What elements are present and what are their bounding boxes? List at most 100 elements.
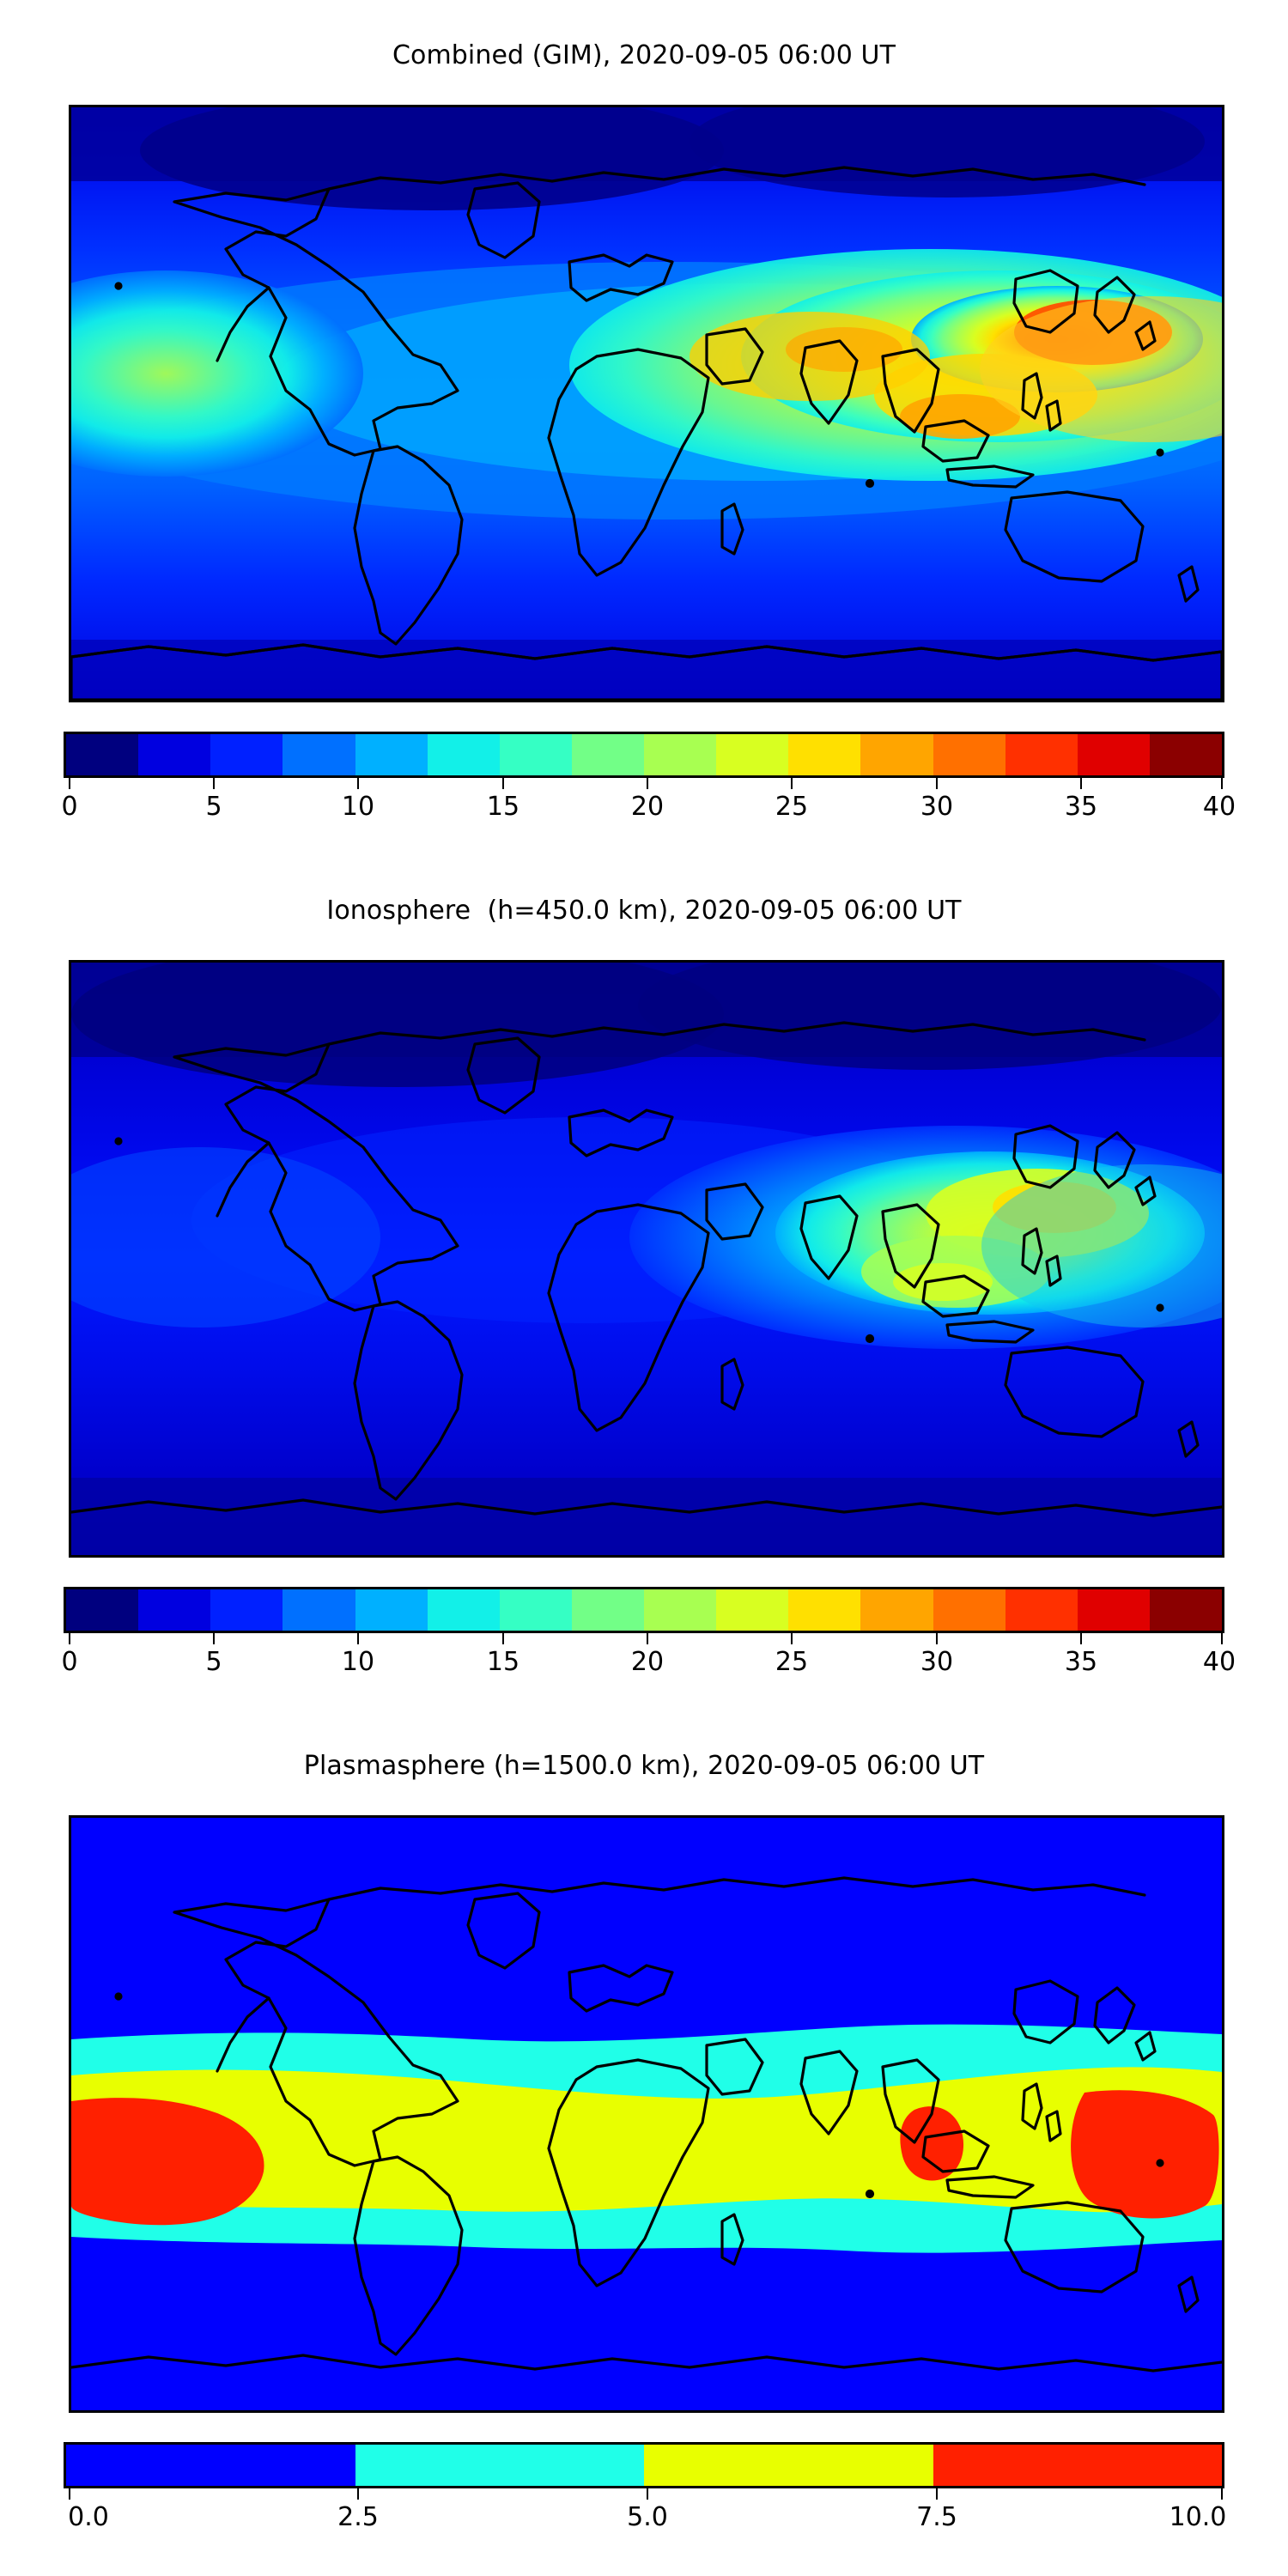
cbar-seg (644, 1589, 717, 1631)
tick-mark (69, 778, 70, 789)
tick-label: 20 (630, 792, 665, 822)
map-ionosphere (69, 960, 1224, 1558)
tick-mark (69, 2488, 70, 2500)
tick-label: 25 (775, 792, 809, 822)
cbar-seg (933, 1589, 1005, 1631)
cbar-seg (788, 1589, 861, 1631)
cbar-seg (1149, 734, 1222, 775)
cbar-seg (138, 734, 211, 775)
colorbar-ionosphere: 0 5 10 15 20 25 30 35 40 (61, 1587, 1236, 1677)
anomaly-tail-pacific (980, 296, 1222, 442)
tick-label: 35 (1064, 792, 1098, 822)
tick-label: 40 (1202, 1647, 1236, 1677)
tick-label: 10.0 (1169, 2502, 1227, 2532)
tick-mark (647, 2488, 648, 2500)
cbar-seg (644, 734, 717, 775)
tick-mark (69, 1633, 70, 1644)
cbar-seg (210, 1589, 283, 1631)
panel-title-plasmasphere: Plasmasphere (h=1500.0 km), 2020-09-05 0… (303, 1751, 985, 1781)
cbar-seg (788, 734, 861, 775)
colorbar-bar-1[interactable] (64, 732, 1224, 778)
cbar-seg (1005, 1589, 1078, 1631)
map-canvas-combined-gim (71, 107, 1222, 700)
polar-cap-south (71, 1478, 1222, 1555)
tick-mark (791, 1633, 793, 1644)
northern-trough (140, 107, 724, 210)
cbar-seg (860, 734, 933, 775)
northern-trough-east (638, 963, 1222, 1070)
cbar-seg (499, 1589, 572, 1631)
cbar-seg (571, 1589, 644, 1631)
tick-label: 30 (920, 1647, 954, 1677)
colorbar-plasmasphere: 0.0 2.5 5.0 7.5 10.0 (64, 2442, 1226, 2532)
tick-label: 10 (341, 792, 375, 822)
cbar-seg (499, 734, 572, 775)
tick-mark (213, 1633, 215, 1644)
tick-label: 5 (205, 1647, 222, 1677)
tick-mark (936, 2488, 938, 2500)
cbar-seg (1005, 734, 1078, 775)
tick-mark (1221, 778, 1223, 789)
tick-mark (502, 778, 504, 789)
cbar-seg (355, 734, 428, 775)
anomaly-peak-south (893, 1263, 993, 1301)
tick-label: 35 (1064, 1647, 1098, 1677)
cbar-seg (66, 2445, 355, 2486)
tick-label: 0 (61, 792, 78, 822)
cbar-seg (427, 734, 500, 775)
cbar-seg (1077, 1589, 1150, 1631)
cbar-seg (644, 2445, 933, 2486)
cbar-seg (571, 734, 644, 775)
tick-label: 25 (775, 1647, 809, 1677)
tick-mark (502, 1633, 504, 1644)
tick-label: 2.5 (337, 2502, 379, 2532)
tick-mark (936, 1633, 938, 1644)
coastlines (71, 166, 1222, 700)
cbar-seg (210, 734, 283, 775)
tick-mark (647, 778, 648, 789)
cbar-seg (716, 1589, 789, 1631)
anomaly-peak-core (993, 1182, 1116, 1233)
cbar-seg (716, 734, 789, 775)
panel-ionosphere: Ionosphere (h=450.0 km), 2020-09-05 06:0… (0, 898, 1288, 924)
tick-label: 0 (61, 1647, 78, 1677)
northern-trough (71, 963, 724, 1087)
map-canvas-plasmasphere (71, 1818, 1222, 2410)
cbar-seg (66, 734, 139, 775)
pacific-band-west (71, 1147, 380, 1327)
tick-label: 5.0 (627, 2502, 668, 2532)
coastlines (71, 1876, 1222, 2372)
cbar-seg (1149, 1589, 1222, 1631)
tick-mark (936, 778, 938, 789)
tick-mark (647, 1633, 648, 1644)
cbar-seg (283, 734, 355, 775)
colorbar-bar-3[interactable] (64, 2442, 1224, 2488)
panel-plasmasphere: Plasmasphere (h=1500.0 km), 2020-09-05 0… (0, 1753, 1288, 1779)
cbar-seg (1077, 734, 1150, 775)
maximum-pacific-west (71, 2098, 264, 2226)
anomaly-tail (981, 1164, 1222, 1327)
cbar-seg (933, 734, 1005, 775)
cbar-seg (138, 1589, 211, 1631)
tick-mark (357, 778, 359, 789)
colorbar-bar-2[interactable] (64, 1587, 1224, 1633)
cbar-seg (860, 1589, 933, 1631)
panel-title-ionosphere: Ionosphere (h=450.0 km), 2020-09-05 06:0… (326, 896, 962, 926)
cbar-seg (355, 1589, 428, 1631)
tick-label: 15 (486, 1647, 520, 1677)
tick-label: 5 (205, 792, 222, 822)
cbar-seg (933, 2445, 1222, 2486)
maximum-indian-ocean (900, 2106, 964, 2181)
tick-mark (791, 778, 793, 789)
coastlines (71, 1021, 1222, 1517)
cbar-seg (66, 1589, 139, 1631)
polar-cap-south (71, 640, 1222, 700)
panel-title-combined-gim: Combined (GIM), 2020-09-05 06:00 UT (392, 40, 896, 70)
pacific-enhancement (71, 270, 363, 477)
anomaly-peak-india (786, 327, 902, 372)
tick-mark (1221, 1633, 1223, 1644)
tick-label: 30 (920, 792, 954, 822)
map-canvas-ionosphere (71, 963, 1222, 1555)
tick-label: 0.0 (68, 2502, 109, 2532)
